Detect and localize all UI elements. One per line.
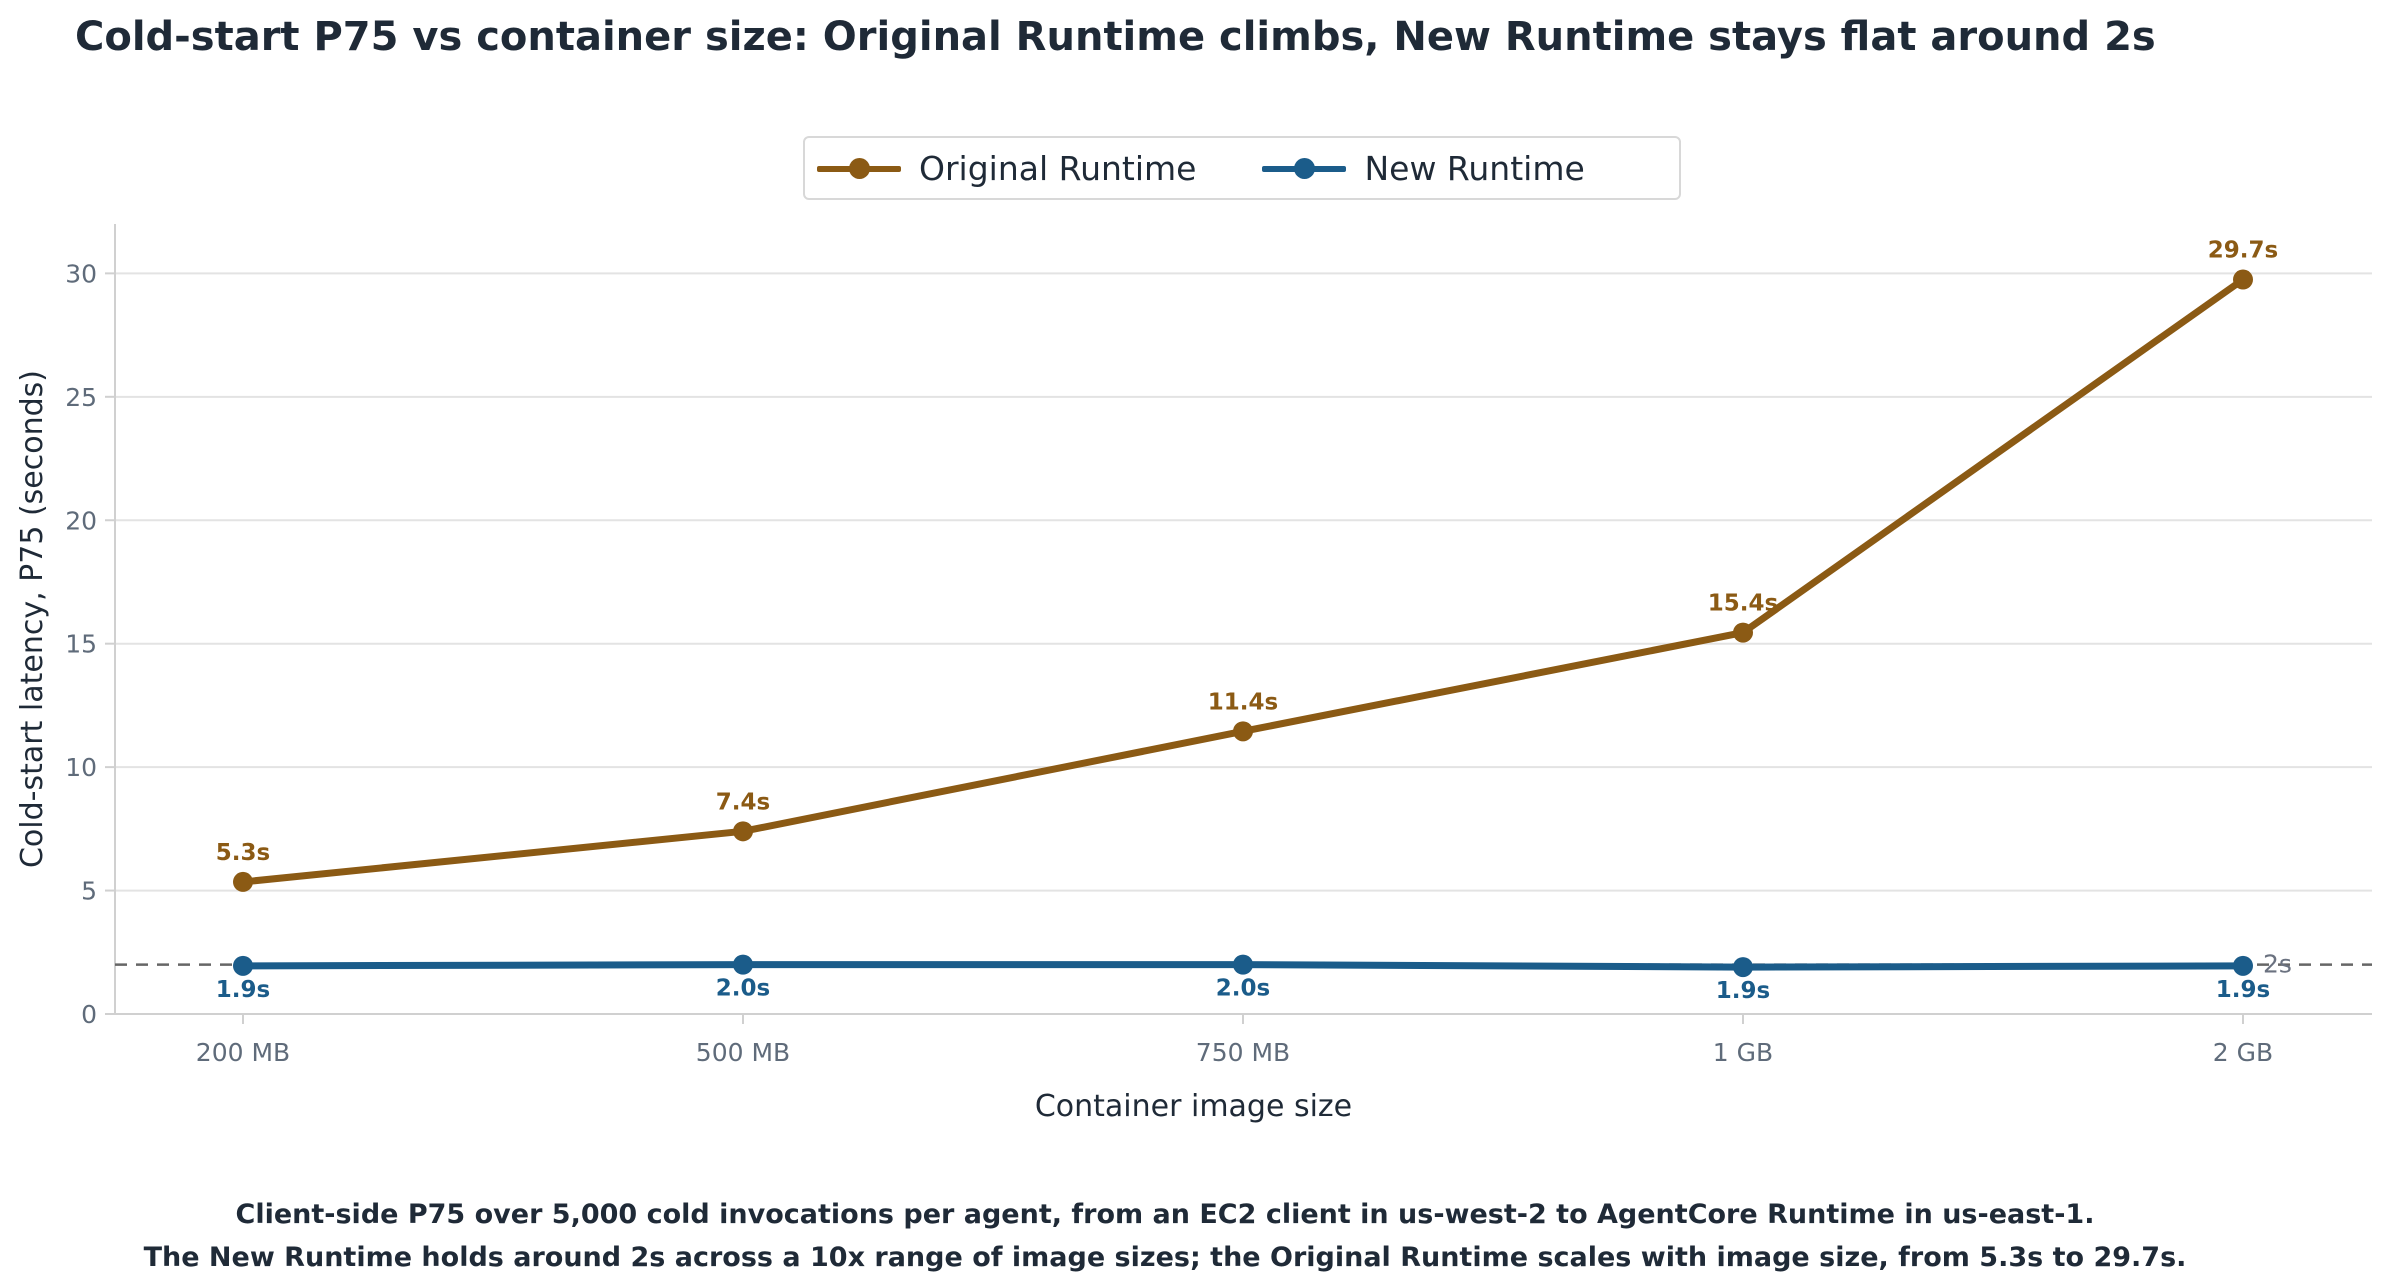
y-tick-label: 10 [65, 753, 97, 782]
y-tick-label: 15 [65, 630, 97, 659]
legend: Original Runtime New Runtime [803, 136, 1681, 200]
data-point-new [233, 955, 253, 976]
y-tick-label: 25 [65, 383, 97, 412]
data-point-original [733, 821, 753, 842]
data-label-original: 7.4s [716, 789, 770, 815]
y-axis-title: Cold-start latency, P75 (seconds) [15, 370, 50, 868]
data-point-original [1233, 721, 1253, 742]
data-label-new: 1.9s [216, 977, 270, 1003]
data-point-new [2233, 955, 2253, 976]
data-label-original: 5.3s [216, 840, 270, 866]
footnote-line-1: Client-side P75 over 5,000 cold invocati… [235, 1199, 2095, 1230]
footnote-line-2: The New Runtime holds around 2s across a… [143, 1242, 2187, 1273]
x-tick-label: 1 GB [1713, 1038, 1773, 1067]
x-axis-title: Container image size [1035, 1089, 1352, 1124]
series-line-original [239, 276, 2247, 886]
data-label-original: 15.4s [1708, 591, 1778, 617]
y-tick-label: 5 [81, 877, 97, 906]
y-tick-label: 20 [65, 506, 97, 535]
data-point-original [2233, 269, 2253, 290]
legend-swatch-original [817, 153, 901, 183]
legend-item-new: New Runtime [1262, 148, 1585, 188]
data-label-original: 29.7s [2208, 238, 2278, 264]
x-tick-label: 200 MB [196, 1038, 290, 1067]
data-point-new [733, 954, 753, 975]
footnotes: Client-side P75 over 5,000 cold invocati… [0, 1193, 2330, 1279]
legend-item-original: Original Runtime [817, 149, 1196, 188]
data-point-original [233, 871, 253, 892]
data-point-new [1233, 954, 1253, 975]
legend-label-new: New Runtime [1364, 148, 1585, 188]
y-tick-label: 30 [65, 259, 97, 288]
data-label-original: 11.4s [1208, 689, 1278, 715]
chart-title: Cold-start P75 vs container size: Origin… [75, 14, 2156, 60]
data-label-new: 1.9s [2216, 977, 2270, 1003]
x-tick-label: 500 MB [696, 1038, 790, 1067]
legend-label-original: Original Runtime [919, 148, 1197, 188]
data-label-new: 1.9s [1716, 978, 1770, 1004]
data-point-original [1733, 622, 1753, 643]
data-label-new: 2.0s [1216, 976, 1270, 1002]
x-tick-label: 2 GB [2213, 1038, 2273, 1067]
data-point-new [1733, 957, 1753, 978]
x-tick-label: 750 MB [1196, 1038, 1290, 1067]
data-label-new: 2.0s [716, 976, 770, 1002]
legend-swatch-new [1262, 153, 1347, 183]
y-tick-label: 0 [81, 1000, 97, 1029]
line-chart: 0 5 10 15 20 25 30 200 MB 500 MB 750 MB 1 GB 2 GB Co… [15, 224, 2372, 1124]
reference-line-label: 2s [2263, 950, 2292, 979]
